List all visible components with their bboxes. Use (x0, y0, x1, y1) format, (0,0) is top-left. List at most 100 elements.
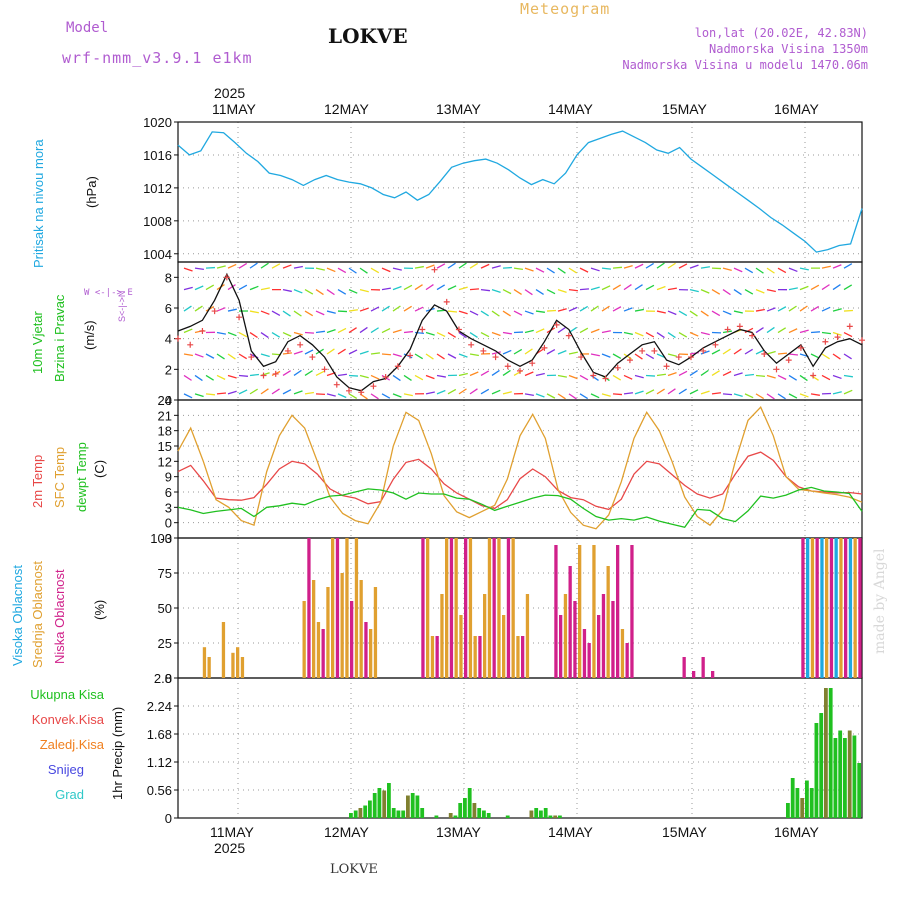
wind-arrow-4-244 (183, 353, 193, 357)
wind-arrow-5-326 (414, 374, 424, 381)
wind-arrow-4-257 (326, 348, 335, 355)
cloud-bar-92 (616, 545, 620, 678)
wind-arrow-4-281 (590, 353, 600, 357)
ytick-label-1-3: 1012 (143, 181, 172, 196)
wind-arrow-5-309 (227, 374, 237, 379)
wind-arrow-4-272 (491, 351, 501, 355)
precip-bar-44 (833, 738, 838, 818)
cloud-bar-84 (578, 545, 582, 678)
ytick-label-5-4: 1.68 (147, 727, 172, 742)
wind-arrow-0-25 (458, 262, 467, 269)
temp-line-1 (177, 451, 863, 511)
precip-bar-29 (539, 810, 543, 818)
wind-gust-marker-14 (346, 387, 352, 394)
cloud-bar-133 (810, 538, 815, 678)
precip-bar-42 (824, 688, 828, 818)
wind-arrow-6-415 (722, 393, 733, 396)
wind-arrow-4-295 (744, 348, 753, 355)
cloud-bar-67 (497, 538, 501, 678)
wind-arrow-4-302 (821, 353, 830, 360)
cloud-bar-58 (454, 538, 458, 678)
wind-gust-marker-28 (517, 367, 523, 374)
wind-arrow-1-104 (656, 285, 666, 291)
model-elevation-label: Nadmorska Visina u modelu 1470.06m (622, 58, 868, 72)
cloud-bar-79 (554, 545, 558, 678)
wind-arrow-2-162 (623, 307, 633, 312)
wind-arrow-1-71 (293, 288, 303, 294)
wind-arrow-4-246 (205, 353, 215, 359)
wind-arrow-0-27 (480, 263, 490, 269)
cloud-bar-86 (587, 643, 591, 678)
cloud-bar-110 (701, 657, 705, 678)
wind-arrow-4-247 (216, 353, 225, 360)
wind-arrow-4-261 (370, 352, 381, 355)
wind-arrow-2-143 (414, 306, 424, 312)
cloud-bar-13 (240, 657, 245, 678)
wind-arrow-0-9 (282, 264, 292, 269)
wind-arrow-3-215 (535, 328, 545, 334)
cloud-bar-55 (440, 594, 444, 678)
wind-arrow-2-140 (381, 305, 390, 312)
wind-gust-marker-21 (431, 266, 438, 273)
wind-arrow-6-409 (656, 388, 665, 395)
wind-arrow-3-220 (590, 328, 600, 334)
wind-arrow-0-42 (645, 262, 654, 269)
wind-arrow-1-97 (579, 288, 590, 291)
wind-arrow-6-389 (436, 389, 446, 395)
wind-arrow-0-41 (634, 263, 644, 269)
precip-bar-48 (852, 735, 857, 818)
wind-gust-marker-7 (260, 372, 267, 379)
wind-arrow-3-237 (777, 327, 787, 334)
wind-arrow-2-161 (612, 306, 622, 312)
ytick-label-3-8: 18 (158, 424, 172, 439)
wind-arrow-3-188 (238, 331, 248, 338)
wind-arrow-6-411 (678, 388, 687, 395)
precip-bar-22 (472, 803, 477, 818)
wind-arrow-3-195 (315, 330, 326, 334)
bottom-day-3: 13MAY (436, 824, 481, 840)
wind-arrow-0-19 (392, 267, 402, 271)
cloud-bar-108 (692, 671, 696, 678)
wind-arrow-0-30 (513, 267, 524, 270)
wind-arrow-1-95 (557, 288, 567, 294)
precip-legend-convective: Konvek.Kisa (31, 712, 104, 727)
wind-arrow-5-328 (436, 374, 446, 378)
wind-arrow-3-207 (447, 331, 456, 338)
wind-gust-marker-34 (590, 372, 597, 379)
wind-arrow-5-362 (810, 374, 819, 381)
wind-arrow-5-330 (458, 372, 468, 377)
wind-arrow-3-192 (282, 331, 292, 337)
wind-gust-marker-26 (492, 354, 499, 361)
wind-arrow-0-28 (491, 265, 501, 269)
wind-gust-marker-8 (272, 370, 279, 377)
wind-arrow-2-172 (733, 310, 743, 314)
wind-arrow-6-416 (733, 393, 743, 397)
wind-arrow-0-3 (216, 265, 226, 269)
cloud-bar-65 (487, 538, 492, 678)
wind-arrow-0-26 (469, 262, 479, 269)
wind-arrow-4-299 (788, 353, 799, 356)
wind-arrow-6-420 (777, 393, 786, 400)
wind-arrow-4-279 (568, 351, 578, 355)
wind-arrow-5-341 (579, 374, 589, 381)
wind-arrow-6-373 (260, 388, 269, 395)
bottom-year-label: 2025 (214, 840, 246, 856)
precip-bar-17 (448, 813, 453, 818)
wind-arrow-0-10 (293, 265, 303, 269)
wind-arrow-5-339 (557, 374, 567, 378)
wind-arrow-2-148 (469, 310, 479, 316)
wind-arrow-2-129 (260, 310, 270, 315)
precip-bar-6 (377, 788, 382, 818)
wind-arrow-6-366 (183, 393, 193, 399)
wind-arrow-0-0 (183, 267, 193, 272)
wind-arrow-4-248 (227, 353, 236, 360)
wind-speed-line (177, 272, 863, 392)
wind-gust-marker-15 (358, 389, 365, 396)
wind-arrow-1-72 (304, 289, 314, 295)
wind-arrow-0-15 (348, 267, 357, 274)
wind-arrow-6-384 (381, 393, 391, 399)
ytick-label-2-2: 2 (165, 362, 172, 377)
wind-gust-marker-44 (712, 341, 719, 348)
wind-arrow-4-275 (524, 348, 533, 355)
precip-bar-15 (420, 808, 425, 818)
